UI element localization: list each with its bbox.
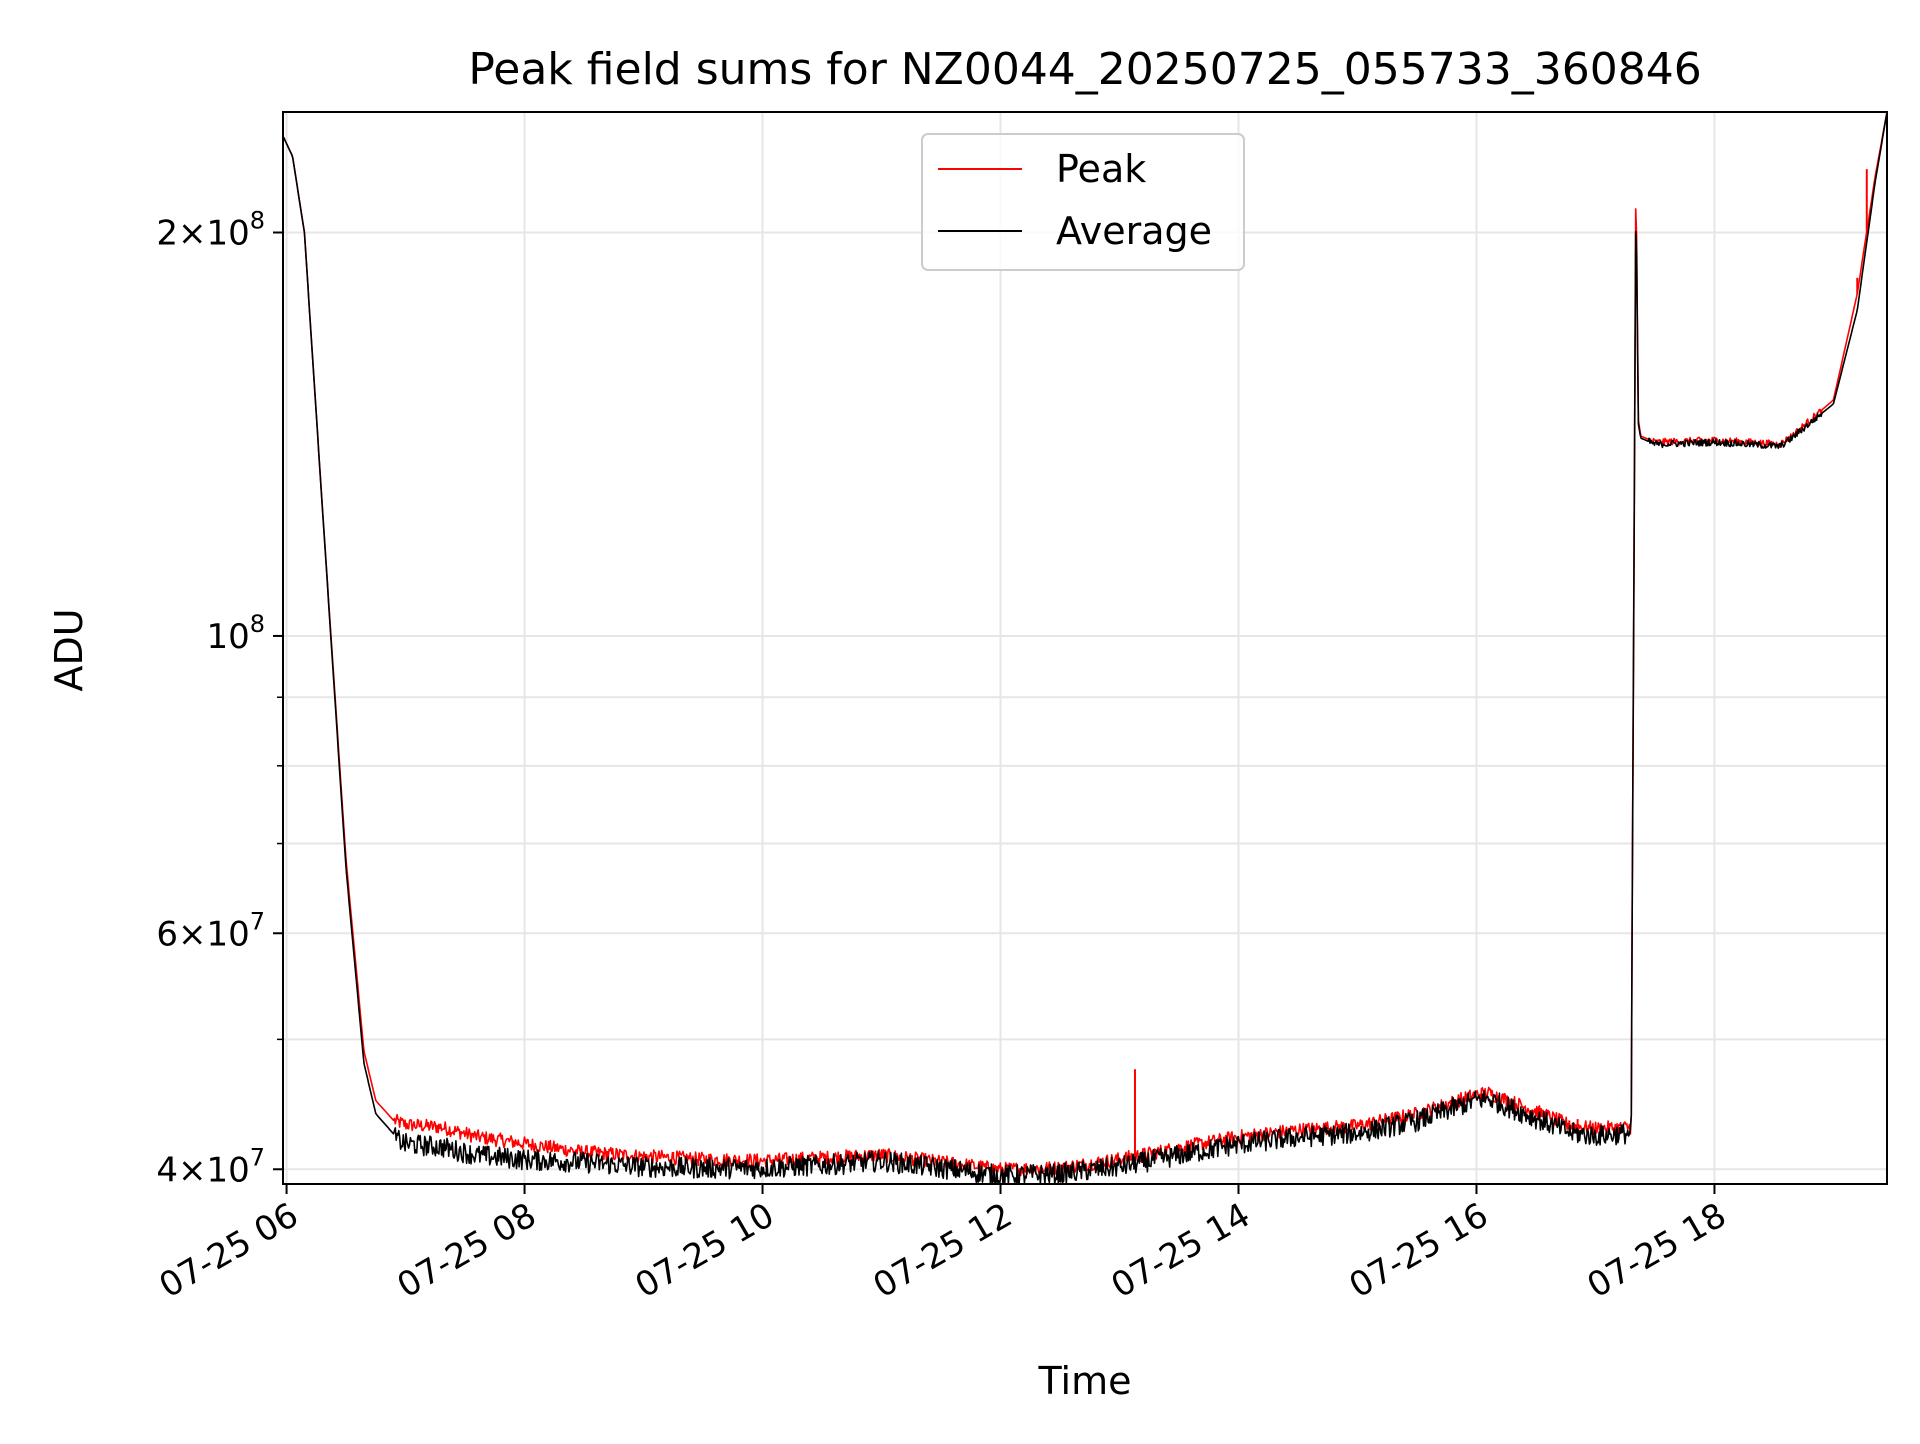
- y-tick-label: 6×107: [156, 907, 265, 954]
- legend: Peak Average: [921, 133, 1245, 271]
- y-tick-label: 2×108: [156, 206, 265, 253]
- plot-frame: [282, 111, 1888, 1185]
- chart-title: Peak field sums for NZ0044_20250725_0557…: [468, 44, 1701, 95]
- series-line-peak: [282, 111, 1888, 1177]
- series-layer: [282, 111, 1888, 1185]
- series-line-average: [282, 111, 1888, 1185]
- legend-label-average: Average: [1056, 209, 1212, 253]
- y-tick-label: 4×107: [156, 1143, 265, 1190]
- series-peak: [282, 111, 1888, 1177]
- legend-label-peak: Peak: [1056, 147, 1146, 191]
- x-axis-label: Time: [1038, 1359, 1132, 1403]
- y-axis-label: ADU: [47, 608, 91, 691]
- y-tick-label: 108: [206, 610, 265, 657]
- series-average: [282, 111, 1888, 1185]
